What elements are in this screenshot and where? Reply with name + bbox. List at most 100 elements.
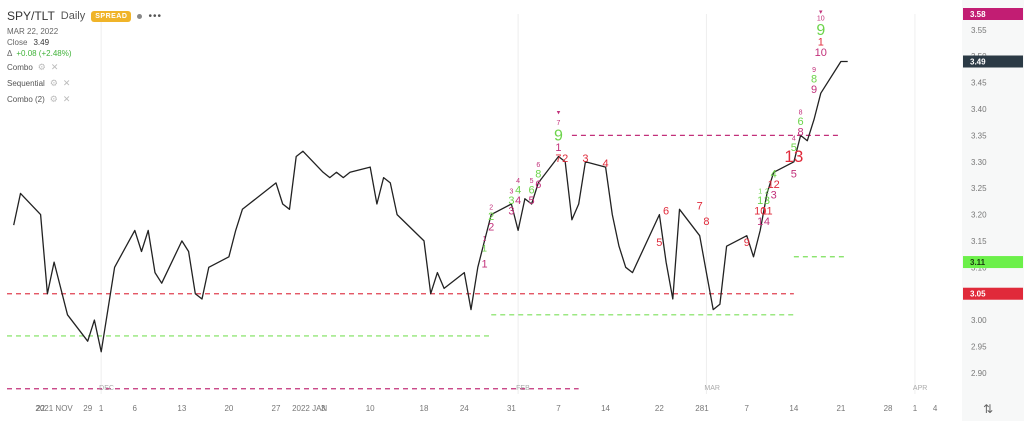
sequence-count-label: 4 [602, 158, 608, 170]
sequence-count-label: 5 [530, 178, 534, 185]
x-tick-label: 4 [933, 404, 938, 413]
y-tick-label: 3.35 [971, 131, 987, 140]
study-sequential: Sequential ⚙ ✕ [7, 78, 70, 89]
sequence-count-label: 2 [562, 153, 568, 165]
y-tick-label: 2.90 [971, 369, 987, 378]
sequence-count-label: 5 [656, 237, 662, 249]
gear-icon[interactable]: ⚙ [49, 78, 58, 88]
sequence-count-label: 1 [758, 188, 762, 195]
sequence-count-label: 9 [744, 237, 750, 249]
gear-icon[interactable]: ⚙ [49, 94, 58, 104]
x-tick-label: 2021 NOV [35, 404, 73, 413]
y-tick-label: 3.00 [971, 316, 987, 325]
sequence-count-label: 3 [771, 190, 777, 202]
sequence-count-label: 8 [703, 216, 709, 228]
sequence-count-label: 1 [818, 37, 824, 49]
sequence-count-label: 5 [791, 142, 797, 154]
price-axis-panel [962, 0, 1024, 421]
sequence-count-label: 2 [489, 204, 493, 211]
sequence-count-label: 8 [799, 109, 803, 116]
sequence-count-label: 11 [761, 206, 772, 218]
price-tag-label: 3.58 [970, 10, 986, 19]
x-tick-label: 13 [177, 404, 186, 413]
y-tick-label: 2.95 [971, 343, 987, 352]
sequence-count-label: 1 [481, 258, 487, 270]
sequence-count-label: 4 [515, 184, 521, 196]
swap-arrows-icon[interactable]: ⇅ [983, 402, 994, 416]
sequence-count-label: 3 [508, 195, 514, 207]
delta-icon: Δ [7, 49, 13, 58]
x-tick-label: 28 [695, 404, 704, 413]
status-dot [137, 13, 143, 19]
sequence-count-label: 5 [791, 169, 797, 181]
y-tick-label: 3.45 [971, 79, 987, 88]
sequence-count-label: 4 [516, 178, 520, 185]
x-tick-label: 28 [884, 404, 893, 413]
sequence-count-label: ▾ [819, 9, 823, 16]
close-icon[interactable]: ✕ [50, 62, 59, 72]
y-tick-label: 3.25 [971, 184, 987, 193]
close-icon[interactable]: ✕ [62, 94, 71, 104]
interval-label[interactable]: Daily [60, 10, 86, 22]
x-tick-label: 7 [556, 404, 561, 413]
close-icon[interactable]: ✕ [62, 78, 71, 88]
price-tag-label: 3.49 [970, 58, 986, 67]
sequence-count-label: 3 [508, 206, 514, 218]
x-tick-label: 29 [83, 404, 92, 413]
sequence-count-label: 8 [811, 74, 817, 86]
sequence-count-label: 9 [812, 67, 816, 74]
month-label: APR [913, 385, 927, 392]
sequence-count-label: 3 [509, 188, 513, 195]
x-tick-label: 31 [507, 404, 516, 413]
sequence-count-label: ▾ [557, 109, 561, 116]
x-tick-label: 7 [745, 404, 750, 413]
sequence-count-label: 9 [811, 84, 817, 96]
gear-icon[interactable]: ⚙ [37, 62, 46, 72]
month-label: MAR [704, 385, 720, 392]
sequence-count-label: 5 [529, 195, 535, 207]
sequence-count-label: 4 [792, 136, 796, 143]
y-tick-label: 3.20 [971, 211, 987, 220]
sequence-count-label: 7 [697, 200, 703, 212]
x-tick-label: 6 [133, 404, 138, 413]
x-tick-label: 14 [789, 404, 798, 413]
sequence-count-label: 1 [757, 195, 763, 207]
spread-badge: SPREAD [91, 10, 132, 22]
sequence-count-label: 1 [483, 236, 487, 243]
price-tag [963, 287, 1023, 300]
sequence-count-label: 8 [798, 126, 804, 138]
sequence-count-label: 9 [554, 128, 563, 145]
sequence-count-label: 2 [488, 211, 494, 223]
sequence-count-label: 6 [663, 206, 669, 218]
sequence-count-label: 12 [768, 179, 780, 191]
more-options-button[interactable]: ••• [148, 10, 162, 22]
symbol-label[interactable]: SPY/TLT [7, 9, 55, 23]
price-line [13, 60, 848, 353]
x-tick-label: 20 [224, 404, 233, 413]
x-tick-label: 18 [420, 404, 429, 413]
sequence-count-label: 10 [754, 206, 766, 218]
sequence-count-label: 4 [764, 216, 770, 228]
x-tick-label: 10 [366, 404, 375, 413]
x-tick-label: 24 [460, 404, 469, 413]
sequence-count-label: 2 [488, 221, 494, 233]
sequence-count-label: 3 [764, 195, 770, 207]
study-combo-2: Combo (2) ⚙ ✕ [7, 94, 70, 105]
x-tick-label: 22 [655, 404, 664, 413]
sequence-count-label: 8 [535, 169, 541, 181]
sequence-count-label: 2 [765, 188, 769, 195]
sequence-count-label: 4 [515, 195, 521, 207]
price-tag [963, 55, 1023, 68]
sequence-count-label: 1 [482, 244, 487, 254]
close-value: 3.49 [33, 38, 50, 47]
sequence-count-label: 3 [582, 153, 588, 165]
sequence-count-label: 10 [817, 15, 825, 22]
close-readout: Close 3.49 [7, 38, 49, 47]
sequence-count-label: 10 [815, 47, 827, 59]
x-tick-label: 1 [913, 404, 918, 413]
x-tick-label: 1 [704, 404, 709, 413]
change-readout: Δ +0.08 (+2.48%) [7, 49, 72, 58]
current-date: MAR 22, 2022 [7, 27, 59, 36]
x-tick-label: 14 [601, 404, 610, 413]
